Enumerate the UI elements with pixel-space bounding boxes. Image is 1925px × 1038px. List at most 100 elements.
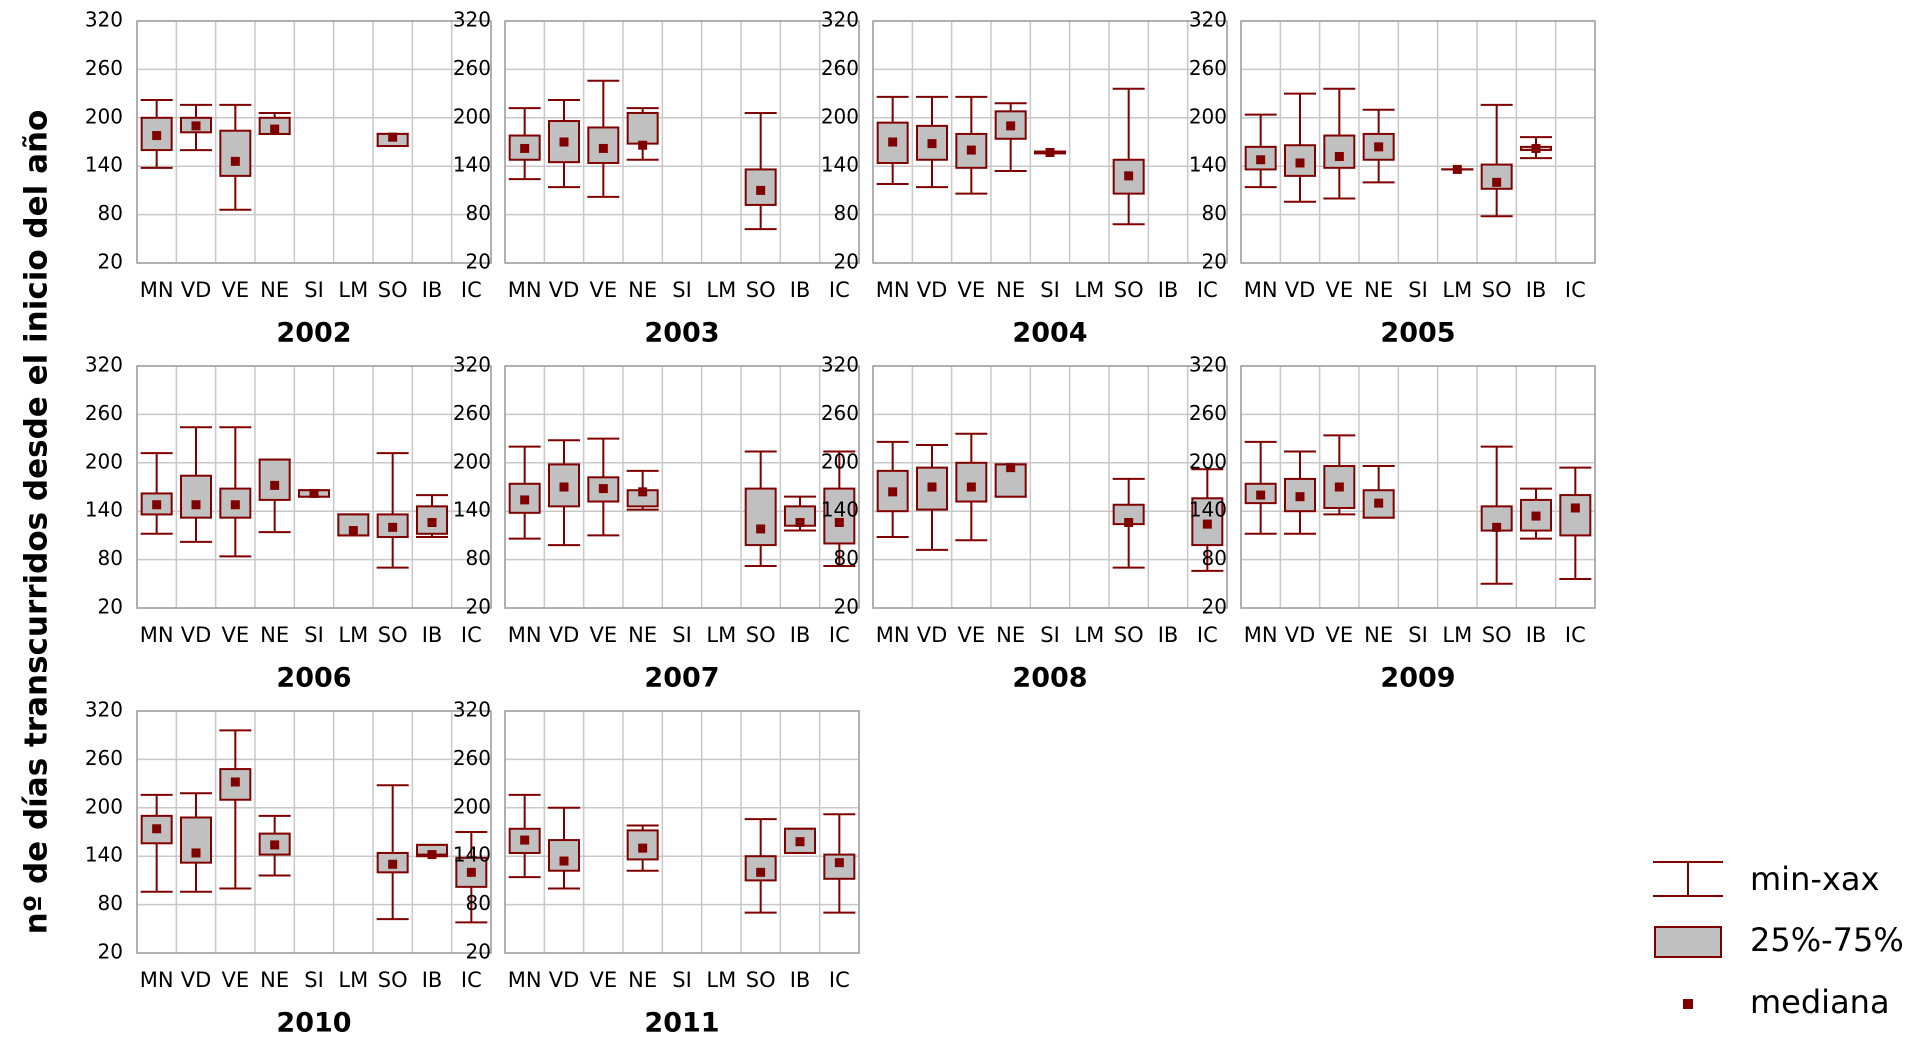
x-tick-label: SI — [672, 278, 692, 302]
median — [427, 850, 437, 860]
x-tick-label: SI — [1408, 623, 1428, 647]
y-tick-label: 260 — [85, 56, 123, 80]
median — [756, 524, 766, 534]
x-tick-label: LM — [338, 623, 368, 647]
panel-title: 2007 — [644, 663, 719, 694]
y-tick-label: 20 — [98, 595, 123, 619]
median — [230, 777, 240, 787]
y-tick-label: 140 — [85, 153, 123, 177]
y-axis-label: nº de días transcurridos desde el inicio… — [19, 110, 55, 935]
x-tick-label: VE — [222, 623, 250, 647]
y-tick-label: 320 — [453, 353, 491, 377]
median — [466, 867, 476, 877]
y-tick-label: 20 — [98, 250, 123, 274]
x-tick-label: IC — [829, 623, 850, 647]
x-tick-label: LM — [706, 968, 736, 992]
box — [219, 129, 252, 177]
x-tick-label: VD — [549, 623, 580, 647]
median — [1006, 463, 1016, 473]
x-tick-label: IC — [1565, 623, 1586, 647]
x-tick-label: MN — [140, 968, 174, 992]
x-tick-label: NE — [1364, 278, 1393, 302]
legend-label: 25%-75% — [1750, 921, 1904, 959]
y-tick-label: 260 — [85, 746, 123, 770]
median — [756, 185, 766, 195]
y-tick-label: 20 — [466, 940, 491, 964]
median — [520, 835, 530, 845]
median — [152, 131, 162, 141]
x-tick-label: SI — [1040, 278, 1060, 302]
y-tick-label: 200 — [453, 104, 491, 128]
legend-label: mediana — [1750, 983, 1890, 1021]
y-tick-label: 80 — [98, 201, 123, 225]
panel: 20 80 140 200 260 320 MN VD VE NE SI LM SO IB IC 2003 — [453, 8, 860, 349]
x-tick-label: MN — [1244, 623, 1278, 647]
x-tick-label: IB — [1158, 278, 1179, 302]
median — [309, 488, 319, 498]
median — [1124, 517, 1134, 527]
median — [1492, 522, 1502, 532]
y-tick-label: 140 — [1189, 153, 1227, 177]
x-tick-label: VD — [917, 278, 948, 302]
y-tick-label: 200 — [1189, 449, 1227, 473]
median — [388, 522, 398, 532]
y-tick-label: 320 — [1189, 353, 1227, 377]
box — [1323, 134, 1356, 169]
x-tick-label: VE — [222, 968, 250, 992]
x-tick-label: VD — [1285, 623, 1316, 647]
panel-title: 2010 — [276, 1008, 351, 1038]
x-tick-label: IB — [422, 278, 443, 302]
x-tick-label: SO — [1114, 278, 1144, 302]
median — [191, 121, 201, 131]
panel-title: 2008 — [1012, 663, 1087, 694]
median — [1374, 498, 1384, 508]
x-tick-label: SO — [378, 968, 408, 992]
median — [230, 500, 240, 510]
median — [520, 495, 530, 505]
panel-title: 2002 — [276, 318, 351, 349]
y-tick-label: 20 — [834, 595, 859, 619]
x-tick-label: SO — [1482, 278, 1512, 302]
median — [795, 837, 805, 847]
y-tick-label: 140 — [453, 843, 491, 867]
median — [348, 526, 358, 536]
y-tick-label: 200 — [453, 794, 491, 818]
y-tick-label: 80 — [98, 891, 123, 915]
x-tick-label: LM — [706, 623, 736, 647]
y-tick-label: 80 — [1202, 546, 1227, 570]
x-tick-label: MN — [876, 278, 910, 302]
x-tick-label: SI — [304, 968, 324, 992]
median — [1531, 511, 1541, 521]
median — [966, 145, 976, 155]
y-tick-label: 80 — [834, 546, 859, 570]
median — [1452, 164, 1462, 174]
x-tick-label: SO — [378, 278, 408, 302]
y-tick-label: 80 — [466, 201, 491, 225]
box — [455, 856, 488, 888]
panel-title: 2005 — [1380, 318, 1455, 349]
x-tick-label: NE — [260, 278, 289, 302]
median — [1006, 121, 1016, 131]
y-tick-label: 320 — [1189, 8, 1227, 32]
panel: 20 80 140 200 260 320 MN VD VE NE SI LM SO IB IC 2011 — [453, 698, 860, 1038]
y-tick-label: 260 — [821, 56, 859, 80]
x-tick-label: NE — [1364, 623, 1393, 647]
box — [337, 513, 370, 537]
y-tick-label: 20 — [1202, 595, 1227, 619]
x-tick-label: VE — [958, 623, 986, 647]
y-tick-label: 80 — [466, 891, 491, 915]
median — [966, 482, 976, 492]
plot-frame — [872, 20, 1228, 264]
x-tick-label: IC — [1197, 623, 1218, 647]
legend-label: min-xax — [1750, 860, 1879, 898]
box — [955, 461, 988, 503]
y-tick-label: 320 — [85, 698, 123, 722]
plot-frame — [872, 365, 1228, 609]
plot-frame — [1240, 20, 1596, 264]
median — [1295, 492, 1305, 502]
x-tick-label: IC — [829, 278, 850, 302]
x-tick-label: VD — [181, 968, 212, 992]
y-tick-label: 260 — [1189, 401, 1227, 425]
panel: 20 80 140 200 260 320 MN VD VE NE SI LM SO IB IC 2004 — [821, 8, 1228, 349]
median — [270, 124, 280, 134]
